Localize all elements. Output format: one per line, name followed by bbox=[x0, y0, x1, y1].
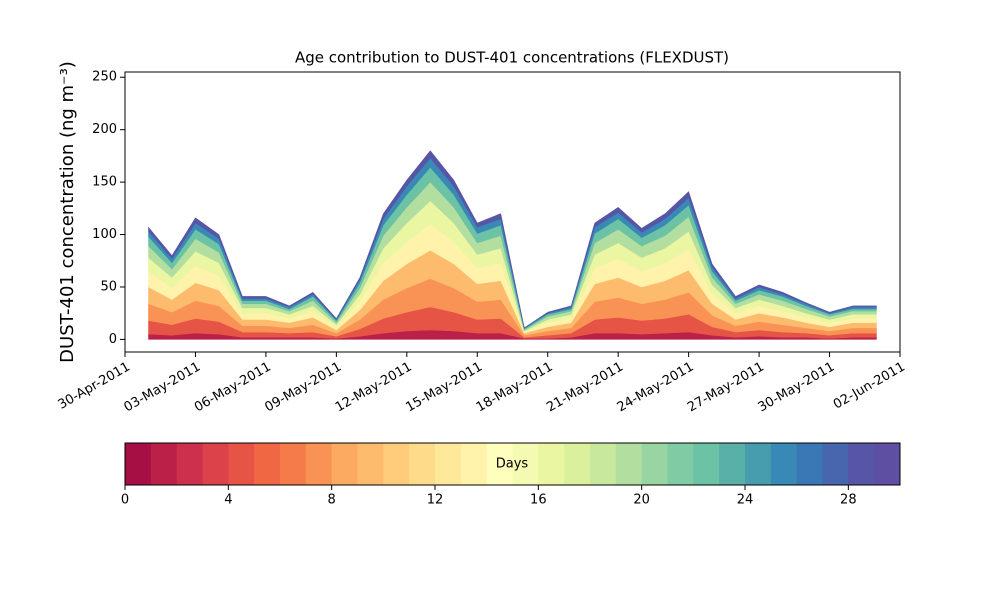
colorbar-cell bbox=[564, 443, 591, 485]
colorbar-tick-label: 24 bbox=[737, 493, 754, 508]
colorbar-label: Days bbox=[496, 457, 529, 472]
colorbar-cell bbox=[719, 443, 746, 485]
colorbar-cell bbox=[512, 443, 539, 485]
y-tick-label: 250 bbox=[92, 70, 117, 85]
colorbar-cell bbox=[796, 443, 823, 485]
colorbar-cell bbox=[409, 443, 436, 485]
colorbar-cell bbox=[280, 443, 307, 485]
colorbar-tick-label: 20 bbox=[633, 493, 650, 508]
y-tick-label: 50 bbox=[100, 279, 117, 294]
colorbar-cell bbox=[538, 443, 565, 485]
x-tick-label: 02-Jun-2011 bbox=[831, 360, 908, 413]
x-tick-label: 15-May-2011 bbox=[403, 360, 485, 416]
colorbar-cell bbox=[641, 443, 668, 485]
colorbar-cell bbox=[331, 443, 358, 485]
colorbar-tick-label: 12 bbox=[427, 493, 444, 508]
x-tick-label: 27-May-2011 bbox=[685, 360, 767, 416]
colorbar-cell bbox=[460, 443, 488, 485]
x-tick-label: 03-May-2011 bbox=[122, 360, 204, 416]
area-layer bbox=[148, 150, 877, 329]
colorbar-cell bbox=[435, 443, 462, 485]
x-tick-label: 12-May-2011 bbox=[333, 360, 415, 416]
colorbar-cell bbox=[305, 443, 333, 485]
y-tick-label: 150 bbox=[92, 175, 117, 190]
colorbar-tick-label: 16 bbox=[530, 493, 547, 508]
colorbar-cell bbox=[615, 443, 643, 485]
y-tick-label: 200 bbox=[92, 122, 117, 137]
y-tick-label: 100 bbox=[92, 227, 117, 242]
colorbar-cell bbox=[202, 443, 229, 485]
colorbar-cell bbox=[383, 443, 410, 485]
y-axis-label: DUST-401 concentration (ng m⁻³) bbox=[57, 61, 78, 363]
x-tick-label: 18-May-2011 bbox=[474, 360, 556, 416]
x-tick-label: 24-May-2011 bbox=[615, 360, 697, 416]
colorbar-cell bbox=[745, 443, 772, 485]
colorbar-tick-label: 8 bbox=[328, 493, 336, 508]
plot-frame bbox=[124, 71, 901, 353]
x-tick-label: 06-May-2011 bbox=[192, 360, 274, 416]
colorbar-frame bbox=[124, 442, 901, 486]
colorbar-cell bbox=[486, 443, 513, 485]
y-tick-label: 0 bbox=[109, 332, 117, 347]
x-tick-label: 21-May-2011 bbox=[544, 360, 626, 416]
colorbar-cell bbox=[125, 443, 152, 485]
colorbar-tick-label: 28 bbox=[840, 493, 857, 508]
colorbar-cell bbox=[357, 443, 384, 485]
x-tick-label: 30-May-2011 bbox=[756, 360, 838, 416]
colorbar-cell bbox=[176, 443, 203, 485]
x-tick-label: 30-Apr-2011 bbox=[56, 360, 133, 413]
colorbar-cell bbox=[848, 443, 875, 485]
colorbar-tick-label: 4 bbox=[224, 493, 232, 508]
x-tick-label: 09-May-2011 bbox=[262, 360, 344, 416]
colorbar-cell bbox=[228, 443, 255, 485]
colorbar-cell bbox=[150, 443, 178, 485]
colorbar-cell bbox=[693, 443, 720, 485]
colorbar-cell bbox=[667, 443, 694, 485]
colorbar-tick-label: 0 bbox=[121, 493, 129, 508]
colorbar-cell bbox=[822, 443, 849, 485]
colorbar-cell bbox=[590, 443, 617, 485]
colorbar-cell bbox=[770, 443, 798, 485]
chart-title: Age contribution to DUST-401 concentrati… bbox=[295, 49, 729, 67]
colorbar-cell bbox=[254, 443, 281, 485]
colorbar-cell bbox=[874, 443, 901, 485]
